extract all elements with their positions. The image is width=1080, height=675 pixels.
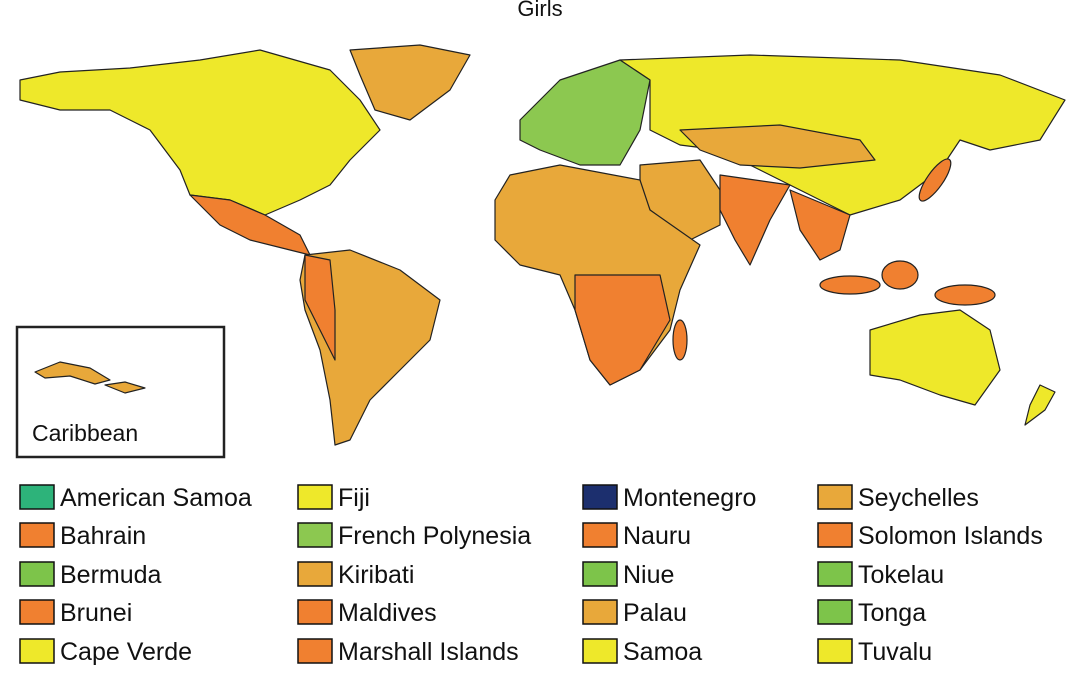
legend-swatch <box>297 484 333 510</box>
map-title: Girls <box>517 0 562 21</box>
legend-swatch <box>582 561 618 587</box>
madagascar <box>672 319 688 361</box>
legend-swatch <box>582 638 618 664</box>
legend-swatch <box>582 484 618 510</box>
island <box>881 260 919 290</box>
legend-label: Palau <box>623 599 687 627</box>
greenland <box>349 44 471 121</box>
inset-frame <box>15 325 226 459</box>
legend-swatch <box>817 599 853 625</box>
legend-label: Tonga <box>858 599 926 627</box>
legend-label: Maldives <box>338 599 437 627</box>
legend-label: Nauru <box>623 522 691 550</box>
europe <box>519 59 651 166</box>
legend-label: Tuvalu <box>858 638 932 666</box>
legend-label: Solomon Islands <box>858 522 1043 550</box>
legend-swatch <box>19 522 55 548</box>
legend-label: Fiji <box>338 484 370 512</box>
inset-label: Caribbean <box>32 420 138 446</box>
south-america <box>299 249 441 446</box>
legend-swatch <box>297 561 333 587</box>
legend-swatch <box>817 484 853 510</box>
new-zealand <box>1024 384 1056 426</box>
andes-region <box>304 254 336 361</box>
legend-swatch <box>297 522 333 548</box>
legend-label: Cape Verde <box>60 638 192 666</box>
caribbean-inset: Caribbean <box>15 325 226 459</box>
legend-swatch <box>19 561 55 587</box>
legend-swatch <box>582 522 618 548</box>
legend-label: Tokelau <box>858 561 944 589</box>
legend: American Samoa Bahrain Bermuda Brunei Cape V… <box>19 484 1043 666</box>
north-america <box>19 49 381 216</box>
japan <box>918 158 952 202</box>
island <box>934 284 996 306</box>
legend-label: French Polynesia <box>338 522 531 550</box>
southeast-asia <box>789 189 851 261</box>
legend-label: Marshall Islands <box>338 638 519 666</box>
legend-swatch <box>19 599 55 625</box>
inset-island <box>104 381 146 394</box>
world-map <box>19 44 1066 446</box>
legend-label: Bermuda <box>60 561 162 589</box>
legend-label: Montenegro <box>623 484 756 512</box>
inset-island <box>34 361 111 385</box>
legend-swatch <box>817 561 853 587</box>
legend-swatch <box>817 638 853 664</box>
legend-swatch <box>19 484 55 510</box>
legend-label: Bahrain <box>60 522 146 550</box>
legend-swatch <box>297 638 333 664</box>
legend-label: Brunei <box>60 599 132 627</box>
legend-label: Niue <box>623 561 674 589</box>
island <box>819 275 881 295</box>
australia <box>869 309 1001 406</box>
southern-africa <box>574 274 671 386</box>
legend-swatch <box>582 599 618 625</box>
legend-label: Kiribati <box>338 561 414 589</box>
south-asia <box>719 174 791 266</box>
legend-label: American Samoa <box>60 484 252 512</box>
central-america <box>189 194 311 256</box>
central-asia <box>679 124 876 169</box>
legend-swatch <box>19 638 55 664</box>
legend-swatch <box>297 599 333 625</box>
russia-china <box>619 54 1066 216</box>
legend-swatch <box>817 522 853 548</box>
legend-label: Samoa <box>623 638 702 666</box>
legend-label: Seychelles <box>858 484 979 512</box>
